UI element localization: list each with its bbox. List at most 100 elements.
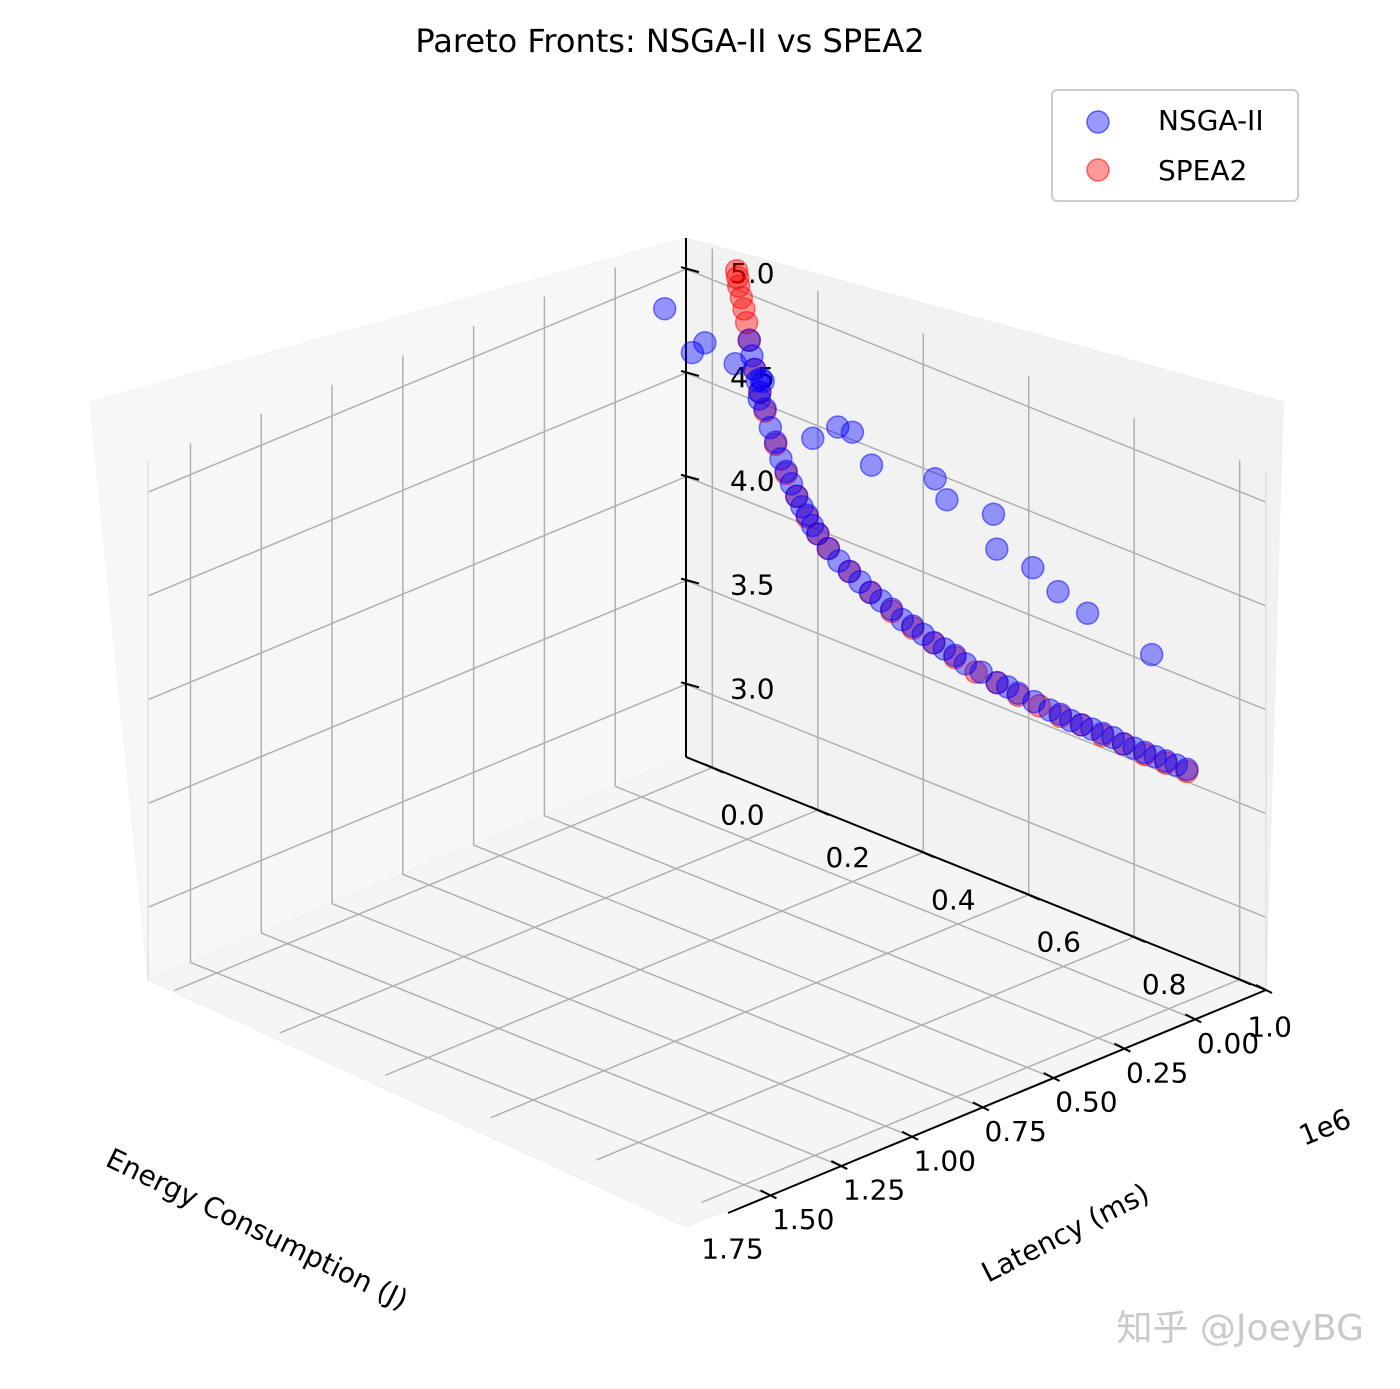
grid-line-y-floor	[701, 978, 1240, 1204]
nsgaii-point	[680, 340, 705, 365]
nsgaii-point	[758, 415, 783, 440]
y-tick	[915, 848, 935, 859]
legend-box	[1051, 89, 1299, 202]
x-tick	[901, 1130, 919, 1141]
nsgaii-point	[1139, 642, 1164, 667]
nsgaii-point	[985, 537, 1009, 561]
x-tick-label: 1.75	[701, 1232, 763, 1265]
legend: NSGA-II SPEA2	[1051, 89, 1299, 202]
y-tick-label: 0.0	[720, 799, 765, 832]
axes: 0.00 0.25 0.50 0.751.00 1.25 1.50 1.75 0.0 0.2 0.…	[680, 238, 1292, 1265]
legend-marker-nsga2	[1086, 110, 1110, 134]
spea2-point	[724, 259, 749, 283]
x-tick-label: 0.25	[1126, 1056, 1188, 1089]
y-tick	[1021, 890, 1041, 901]
grid-lines	[147, 238, 1267, 1204]
x-tick-label: 1.25	[843, 1174, 905, 1207]
nsgaii-point	[693, 331, 717, 355]
grid-line-y-floor	[279, 809, 819, 1034]
watermark: 知乎 @JoeyBG	[1116, 1308, 1364, 1349]
nsgaii-point	[923, 467, 947, 491]
nsgaii-point	[1046, 579, 1070, 604]
x-tick	[830, 1160, 848, 1170]
grid-line-x-floor	[614, 785, 1196, 1021]
x-tick-label: 1.00	[914, 1144, 976, 1177]
legend-marker-spea2	[1086, 158, 1110, 182]
chart-title: Pareto Fronts: NSGA-II vs SPEA2	[415, 22, 924, 60]
z-tick-label: 5.0	[730, 257, 775, 290]
nsgaii-point	[935, 487, 959, 512]
y-tick	[1126, 933, 1146, 943]
nsgaii-point	[981, 502, 1006, 526]
nsgaii-point	[723, 351, 747, 376]
grid-line-z-left	[147, 579, 687, 805]
series-nsgaii	[652, 296, 1199, 782]
y-tick	[810, 806, 830, 816]
nsgaii-point	[800, 426, 825, 451]
nsgaii-point	[779, 472, 804, 496]
z-tick	[680, 266, 700, 274]
z-tick	[680, 369, 700, 377]
nsgaii-point	[859, 453, 884, 477]
z-tick-label: 3.5	[730, 569, 775, 602]
y-offset-label: 1e6	[1294, 1102, 1355, 1152]
grid-line-x-floor	[190, 961, 771, 1197]
nsgaii-point	[784, 484, 809, 509]
grid-line-z-right	[685, 372, 1267, 607]
nsgaii-point	[840, 420, 865, 444]
z-tick	[680, 577, 700, 585]
legend-label-nsga2: NSGA-II	[1158, 104, 1264, 137]
y-tick-label: 0.2	[826, 841, 871, 874]
x-axis-label: Energy Consumption (J)	[101, 1142, 413, 1317]
x-axis-line	[727, 989, 1267, 1214]
nsgaii-point	[747, 387, 771, 411]
nsgaii-point	[1075, 601, 1100, 625]
nsgaii-point	[652, 296, 677, 321]
grid-line-z-right	[685, 268, 1267, 503]
grid-line-z-left	[147, 476, 687, 701]
grid-line-z-right	[685, 579, 1267, 815]
grid-line-y-floor	[490, 893, 1030, 1119]
z-tick-label: 3.0	[730, 672, 775, 705]
legend-label-spea2: SPEA2	[1158, 154, 1247, 187]
y-tick	[704, 763, 724, 774]
grid-line-x-floor	[544, 814, 1125, 1050]
x-tick	[1255, 984, 1273, 994]
grid-line-x-floor	[260, 932, 842, 1167]
nsgaii-point	[774, 459, 798, 484]
grid-line-z-left	[147, 268, 687, 493]
grid-line-y-floor	[595, 936, 1135, 1161]
x-tick-label: 1.50	[772, 1203, 834, 1236]
grid-line-y-floor	[384, 851, 924, 1077]
grid-line-z-left	[147, 372, 687, 597]
grid-line-y-floor	[174, 766, 713, 992]
grid-line-x-floor	[331, 903, 913, 1138]
y-axis-label: Latency (ms)	[976, 1177, 1154, 1290]
nsgaii-point	[825, 415, 850, 439]
grid-line-x-floor	[402, 873, 984, 1109]
y-tick-label: 1.0	[1247, 1010, 1292, 1043]
x-tick	[1113, 1042, 1131, 1053]
x-tick-label: 0.50	[1055, 1086, 1117, 1119]
x-tick	[972, 1101, 990, 1112]
nsgaii-point	[763, 430, 788, 454]
grid-line-z-left	[147, 683, 687, 909]
z-tick	[680, 473, 700, 481]
y-tick-label: 0.6	[1036, 926, 1081, 959]
x-tick	[760, 1189, 777, 1200]
grid-line-z-right	[685, 683, 1267, 919]
z-tick-label: 4.0	[730, 465, 775, 498]
grid-line-x-floor	[473, 844, 1054, 1079]
z-tick	[680, 681, 700, 689]
y-tick-label: 0.8	[1142, 968, 1187, 1001]
y-tick-label: 0.4	[931, 883, 976, 916]
nsgaii-point	[751, 369, 775, 394]
y-axis-line	[685, 756, 1267, 991]
x-tick-label: 0.75	[984, 1115, 1046, 1148]
grid-line-z-right	[685, 476, 1267, 711]
x-tick	[1043, 1072, 1061, 1082]
scatter-points	[652, 259, 1199, 784]
x-tick-label: 0.00	[1197, 1027, 1259, 1060]
nsgaii-point	[1021, 555, 1045, 580]
